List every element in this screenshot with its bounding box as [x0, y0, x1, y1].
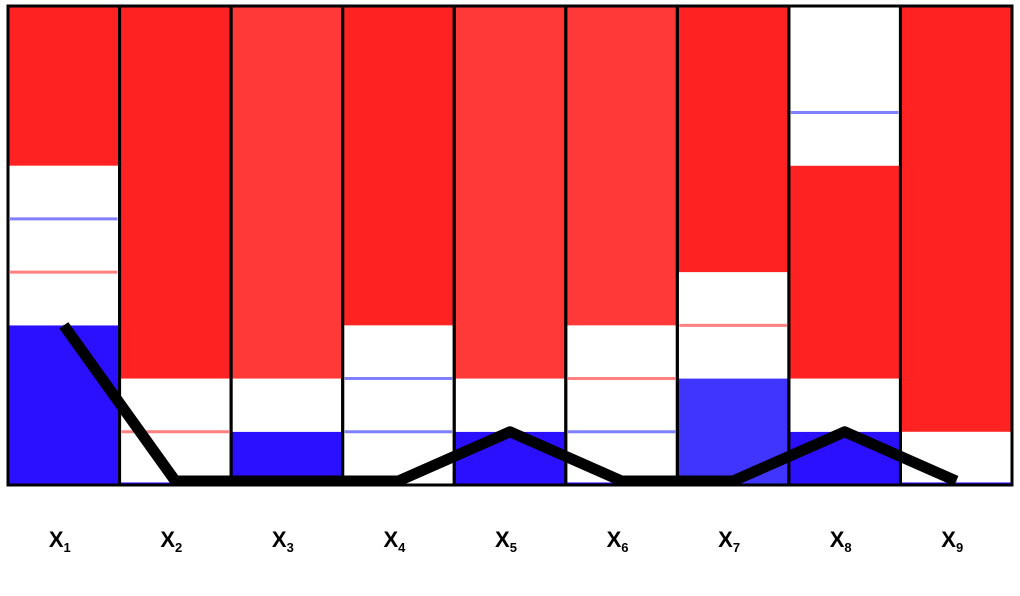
bar-segment-2-3 — [119, 6, 232, 379]
bar-segment-7-3 — [677, 6, 789, 273]
bar-segment-6-2 — [565, 325, 678, 483]
bar-segment-9-2 — [900, 431, 1012, 483]
series-point-9 — [955, 480, 957, 482]
bar-segment-3-3 — [231, 6, 343, 379]
x-tick-label-2: X2 — [160, 527, 182, 555]
bar-columns — [8, 6, 1012, 485]
bar-segment-3-2 — [231, 378, 343, 432]
series-line — [59, 322, 959, 487]
bar-segment-1-2 — [8, 165, 120, 326]
x-tick-label-5: X5 — [495, 527, 517, 555]
bar-segment-9-3 — [900, 6, 1012, 432]
x-tick-label-3: X3 — [272, 527, 294, 555]
x-tick-label-6: X6 — [607, 527, 629, 555]
bar-segment-6-3 — [565, 6, 678, 326]
bar-segment-8-2 — [788, 378, 901, 432]
bar-segment-8-1 — [788, 431, 901, 485]
x-tick-label-8: X8 — [830, 527, 852, 555]
bar-segment-5-1 — [454, 431, 566, 485]
series-point-5 — [509, 431, 511, 433]
bar-segment-5-3 — [454, 6, 566, 379]
series-point-4 — [397, 480, 399, 482]
bar-segment-1-3 — [8, 6, 120, 166]
column-border-9 — [898, 4, 1014, 487]
series-point-7 — [732, 480, 734, 482]
x-axis-tick-labels: X1 X2 X3 X4 X5 X6 X7 X8 X9 — [49, 527, 963, 555]
bar-segment-4-1 — [342, 325, 455, 485]
bar-segment-4-2 — [342, 6, 455, 326]
x-tick-label-1: X1 — [49, 527, 71, 555]
x-tick-label-7: X7 — [718, 527, 740, 555]
x-tick-label-4: X4 — [383, 527, 406, 555]
bar-segment-8-3 — [788, 165, 901, 379]
series-point-6 — [621, 480, 623, 482]
series-point-3 — [286, 480, 288, 482]
bar-segment-5-2 — [454, 378, 566, 432]
x-tick-label-9: X9 — [941, 527, 963, 555]
series-point-2 — [174, 480, 176, 482]
series-point-1 — [63, 324, 65, 326]
bar-segment-8-4 — [788, 6, 901, 166]
column-reference-lines — [10, 110, 899, 434]
bar-segment-1-1 — [8, 325, 120, 485]
series-point-8 — [844, 431, 846, 433]
